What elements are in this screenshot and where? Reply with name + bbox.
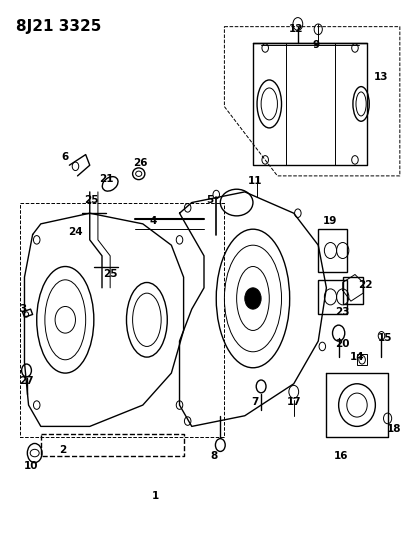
Text: 27: 27 — [19, 376, 34, 386]
Text: 7: 7 — [251, 398, 259, 407]
Text: 13: 13 — [374, 72, 389, 82]
Text: 22: 22 — [358, 280, 373, 290]
Text: 23: 23 — [335, 307, 350, 317]
Text: 19: 19 — [323, 216, 338, 226]
Text: 2: 2 — [60, 446, 67, 455]
Text: 16: 16 — [333, 451, 348, 461]
Text: 8: 8 — [211, 451, 218, 461]
Text: 14: 14 — [350, 352, 364, 362]
Text: 15: 15 — [378, 334, 393, 343]
Text: 3: 3 — [19, 304, 26, 314]
Text: 5: 5 — [206, 195, 214, 205]
Bar — [318, 229, 347, 272]
Text: 20: 20 — [335, 339, 350, 349]
Text: 9: 9 — [313, 41, 320, 50]
Text: 10: 10 — [23, 462, 38, 471]
Bar — [357, 354, 367, 365]
Text: 11: 11 — [248, 176, 262, 186]
Text: 4: 4 — [149, 216, 157, 226]
Text: 26: 26 — [133, 158, 148, 167]
Text: 6: 6 — [62, 152, 69, 162]
Text: 1: 1 — [151, 491, 159, 500]
Bar — [343, 277, 363, 304]
Text: 18: 18 — [386, 424, 401, 434]
Bar — [318, 280, 347, 314]
Text: 12: 12 — [288, 25, 303, 34]
Text: 8J21 3325: 8J21 3325 — [16, 19, 102, 34]
Text: 17: 17 — [286, 398, 301, 407]
Circle shape — [245, 288, 261, 309]
Text: 21: 21 — [99, 174, 113, 183]
Text: 25: 25 — [84, 195, 99, 205]
Text: 25: 25 — [103, 270, 118, 279]
Text: 24: 24 — [68, 227, 83, 237]
